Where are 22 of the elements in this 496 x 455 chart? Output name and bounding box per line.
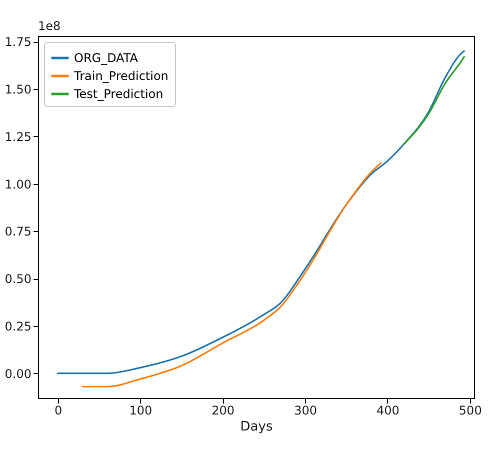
line-series [403,56,465,145]
x-tick-label: 400 [376,404,400,418]
x-axis-title: Days [240,420,273,434]
y-tick-label: 1.25 [4,130,32,144]
y-tick-label: 1.75 [4,35,32,50]
line-series [82,162,382,388]
legend-label: ORG_DATA [74,51,139,65]
y-tick-label: 0.00 [4,366,32,381]
x-tick-label: 200 [212,404,235,418]
y-tick-label: 0.50 [4,272,32,286]
x-tick-label: 300 [294,404,317,418]
x-tick-label: 100 [129,404,152,418]
y-tick-label: 1.50 [4,82,32,97]
legend-label: Test_Prediction [73,87,164,101]
y-tick-label: 0.25 [4,319,32,334]
x-tick-label: 0 [54,404,62,418]
legend-label: Train_Prediction [73,69,168,83]
text: 1e8 [38,19,61,33]
line-series [56,50,465,374]
y-tick-label: 1.00 [4,177,32,192]
y-tick-label: 0.75 [4,224,32,239]
x-tick-label: 500 [458,404,482,418]
